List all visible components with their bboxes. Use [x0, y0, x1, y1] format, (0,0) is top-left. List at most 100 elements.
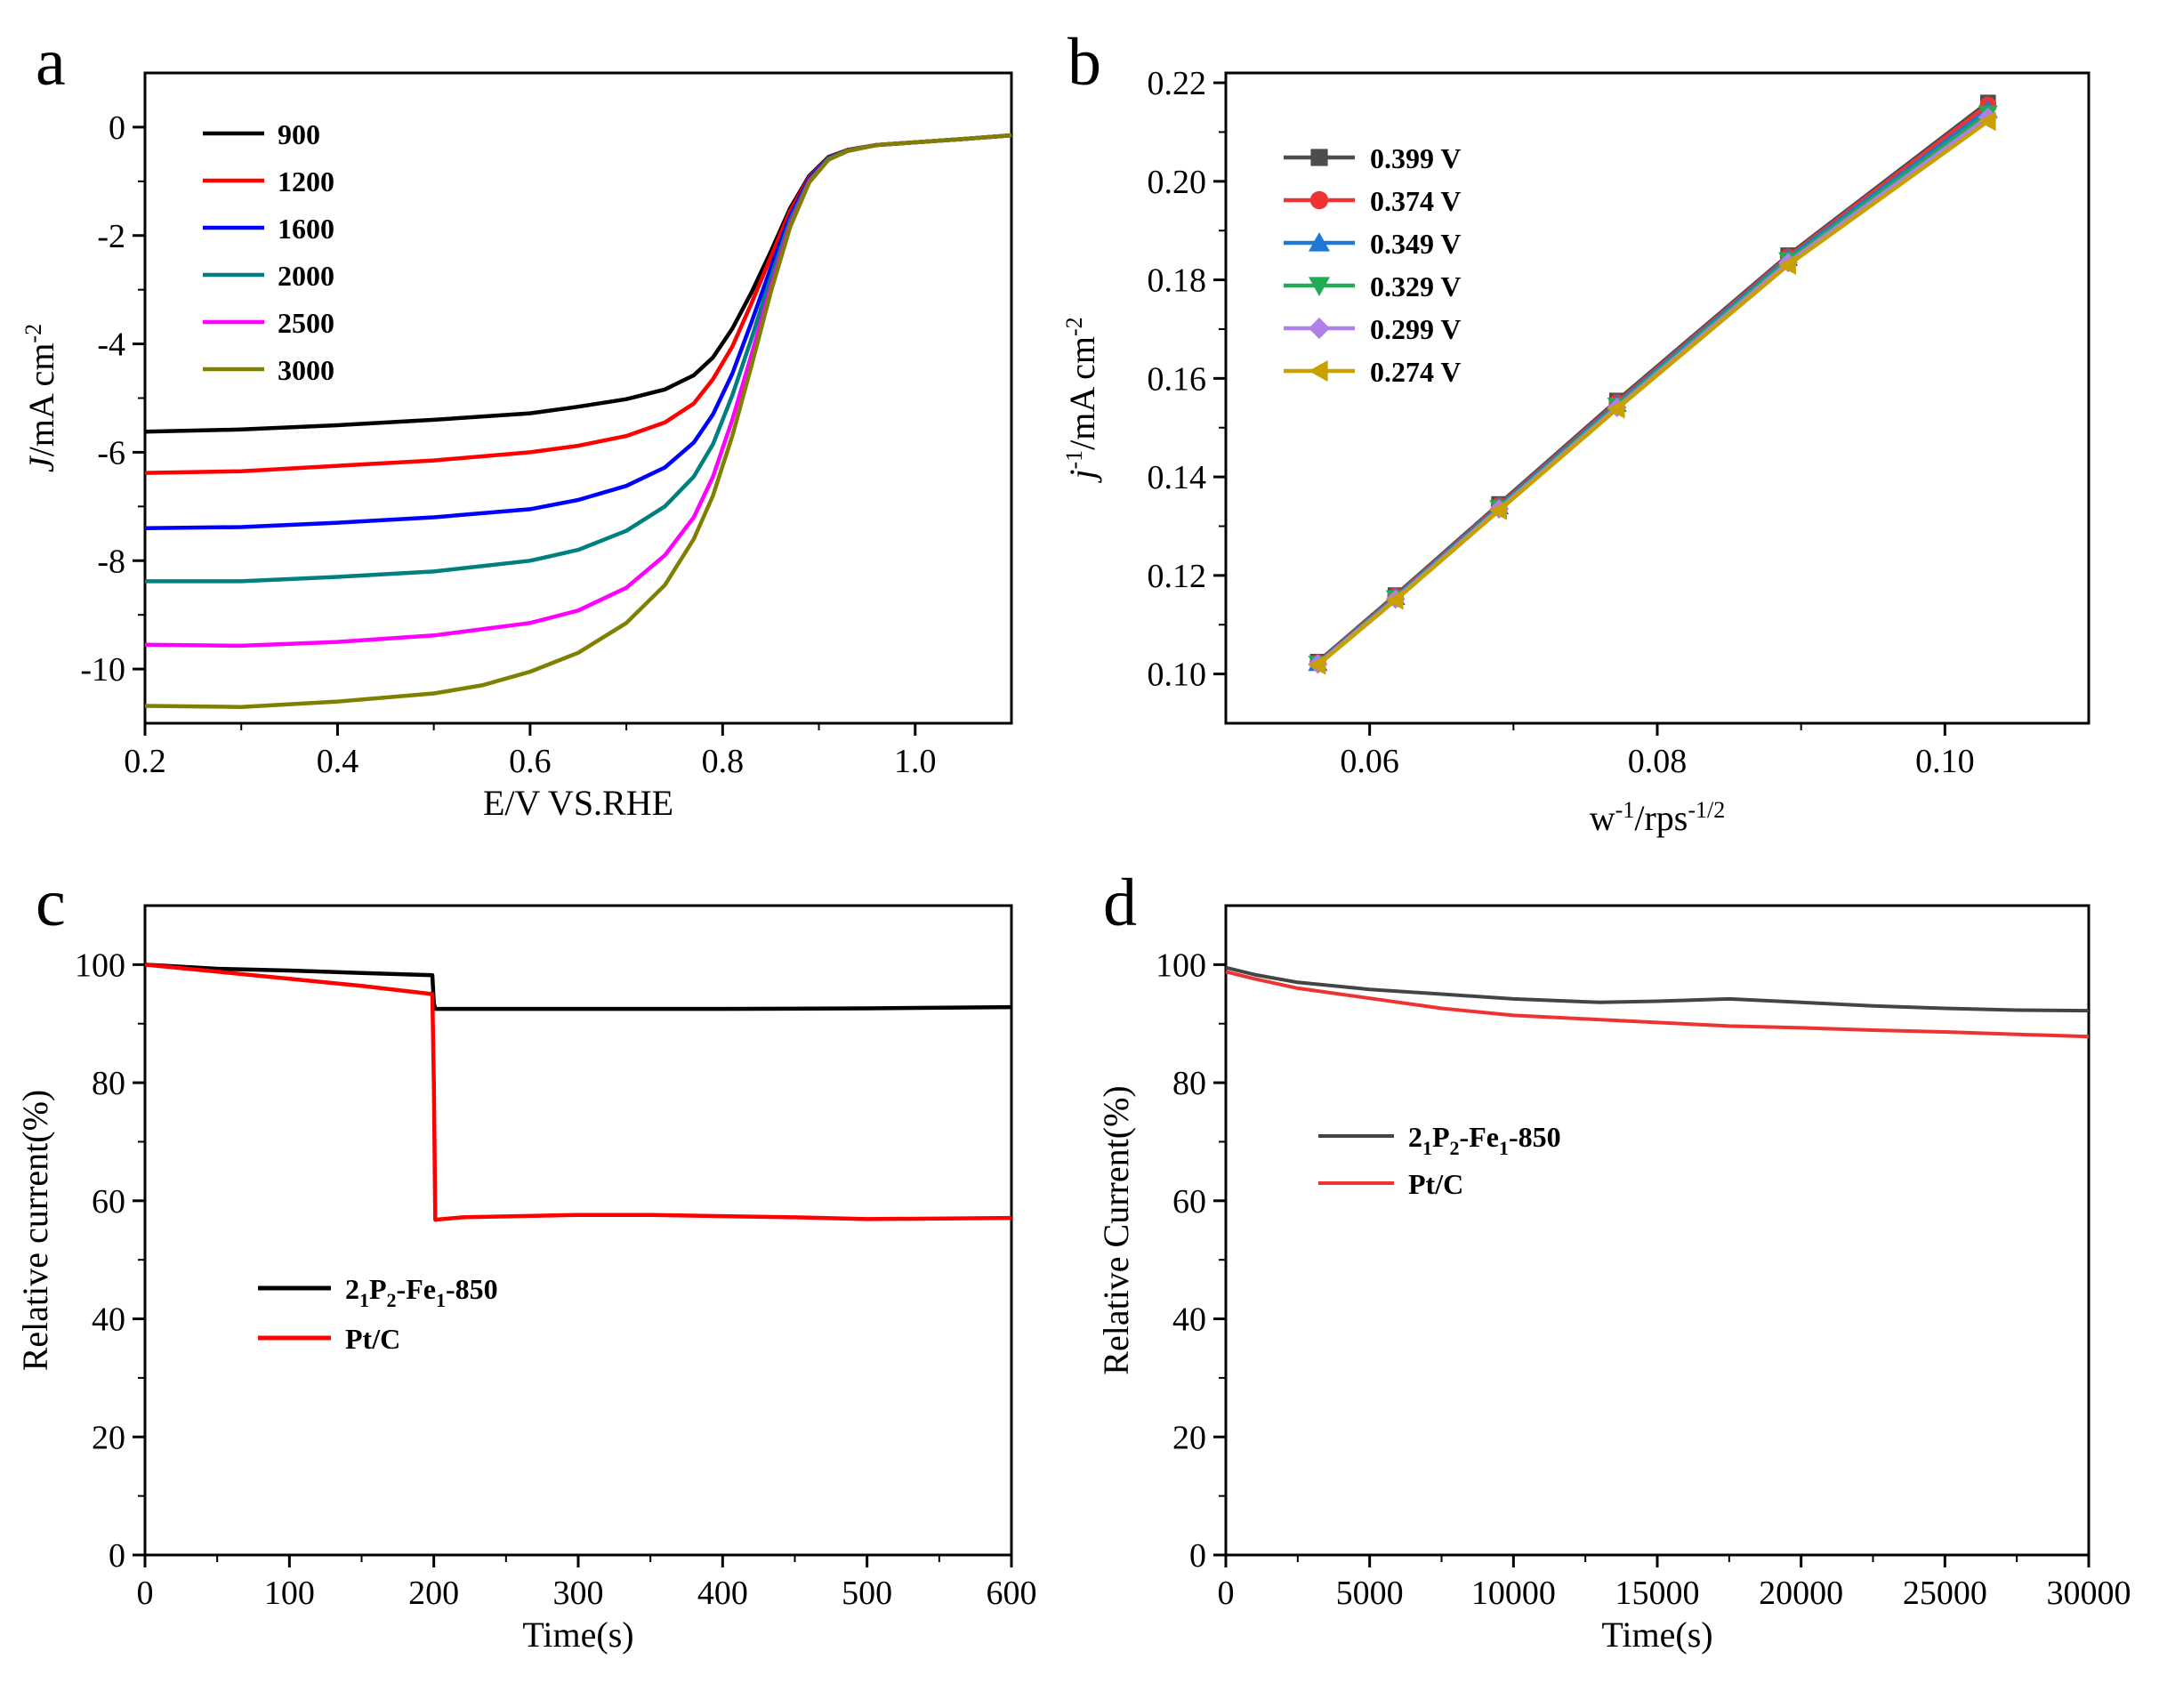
x-tick-label: 20000	[1759, 1575, 1843, 1612]
y-tick-label: 20	[1172, 1419, 1206, 1456]
y-tick-label: 0	[109, 109, 125, 147]
legend-label-part: -Fe	[1460, 1121, 1499, 1153]
plot-frame	[143, 71, 1013, 725]
y-tick-label: -4	[97, 326, 125, 364]
x-tick-label: 0	[137, 1575, 154, 1612]
x-tick-label: 0.06	[1340, 743, 1399, 780]
x-axis-label: Time(s)	[1601, 1615, 1712, 1655]
series-line	[144, 133, 1012, 434]
x-tick-label: 0	[1218, 1575, 1235, 1612]
plot-frame	[1224, 71, 2091, 725]
x-tick-label: 0.08	[1628, 743, 1688, 780]
legend-label-part: P	[1432, 1121, 1450, 1153]
x-tick-label: 1.0	[894, 743, 937, 780]
marker-square	[1310, 149, 1328, 166]
series-line	[144, 133, 1012, 649]
y-tick-label: 100	[75, 947, 125, 984]
legend-label-part: -850	[1509, 1121, 1561, 1153]
x-tick-label: 0.6	[509, 743, 552, 780]
x-tick-label: 0.2	[124, 743, 166, 780]
x-tick-label: 600	[987, 1575, 1037, 1612]
x-tick-label: 0.8	[702, 743, 745, 780]
legend-label: 2500	[278, 307, 334, 339]
legend-label: 0.374 V	[1370, 185, 1462, 217]
marker-triangle-left	[1385, 590, 1404, 610]
x-axis-label: Time(s)	[522, 1615, 633, 1655]
x-tick-label: 5000	[1336, 1575, 1404, 1612]
y-label-exponent: -2	[20, 324, 46, 343]
marker-triangle-left	[1308, 655, 1326, 675]
panel-b: b 0.06 0.08 0.10 0.10 0.12 0.14 0.16 0.18 0.20 0.2…	[1061, 25, 2091, 838]
y-tick-label: 0.12	[1148, 558, 1207, 595]
legend-label-part: Pt/C	[1408, 1168, 1463, 1200]
x-tick-label: 400	[697, 1575, 748, 1612]
marker-circle	[1309, 190, 1329, 210]
y-tick-label: 80	[92, 1065, 125, 1102]
x-tick-label: 500	[842, 1575, 892, 1612]
legend-label: Pt/C	[345, 1323, 400, 1355]
legend-label-part: P	[369, 1273, 387, 1305]
x-label-exponent: -1	[1615, 797, 1635, 823]
y-tick-label: 0.14	[1148, 459, 1207, 496]
legend-label: 0.299 V	[1370, 313, 1462, 345]
x-tick-label: 100	[264, 1575, 315, 1612]
x-tick-label: 30000	[2047, 1575, 2131, 1612]
marker-triangle-up	[1309, 232, 1330, 252]
x-tick-label: 15000	[1615, 1575, 1700, 1612]
series-line	[144, 133, 1012, 475]
x-tick-label: 0.4	[317, 743, 359, 780]
y-tick-label: 40	[1172, 1301, 1206, 1339]
y-tick-label: 20	[92, 1419, 125, 1456]
y-tick-label: 60	[1172, 1183, 1206, 1221]
marker-triangle-left	[1309, 360, 1328, 382]
legend-label-part: Pt/C	[345, 1323, 400, 1355]
y-tick-label: 0.16	[1148, 360, 1207, 398]
plot-frame	[143, 904, 1013, 1557]
legend-label-subscript: 2	[1450, 1137, 1460, 1159]
legend-label: 0.349 V	[1370, 228, 1462, 260]
marker-triangle-left	[1978, 111, 1996, 132]
legend-label-part: -850	[446, 1273, 498, 1305]
y-label-symbol: J	[21, 455, 61, 472]
y-tick-label: 0	[1189, 1537, 1206, 1575]
marker-triangle-left	[1607, 399, 1625, 419]
y-axis-label: J/mA cm-2	[20, 324, 61, 472]
legend-label: 3000	[278, 354, 334, 386]
y-tick-label: 60	[92, 1183, 125, 1221]
x-axis-label: E/V VS.RHE	[483, 783, 673, 823]
y-tick-label: 40	[92, 1301, 125, 1339]
legend-label: 900	[278, 118, 320, 150]
panel-c: c 0 100 200 300 400 500 600 0 20 40 60 80 100 Time(s) R…	[15, 866, 1037, 1655]
x-tick-label: 200	[408, 1575, 459, 1612]
series-line	[144, 133, 1012, 709]
legend-label: 0.274 V	[1370, 356, 1462, 388]
x-tick-label: 10000	[1471, 1575, 1556, 1612]
panel-letter: d	[1103, 866, 1137, 940]
legend-label: 1200	[278, 165, 334, 197]
y-label-exponent: -1	[1061, 450, 1087, 470]
y-axis-label: Relative current(%)	[15, 1090, 55, 1372]
y-tick-label: 100	[1156, 947, 1206, 984]
x-tick-label: 0.10	[1915, 743, 1975, 780]
y-tick-label: 0.22	[1148, 65, 1207, 102]
y-tick-label: 0.10	[1148, 657, 1207, 694]
legend-label-part: 2	[1408, 1121, 1422, 1153]
legend-label-subscript: 1	[436, 1289, 446, 1311]
y-tick-label: -6	[97, 434, 125, 471]
legend-label-part: 2	[345, 1273, 359, 1305]
legend-label-part: -Fe	[397, 1273, 436, 1305]
panel-a: a 0.2 0.4 0.6 0.8 1.0 -10 -8 -6 -4 -2 0 E/V VS.RHE J/…	[20, 25, 1013, 823]
legend-label: 21P2-Fe1-850	[345, 1273, 498, 1311]
y-tick-label: -2	[97, 218, 125, 255]
panel-d: d 0 5000 10000 15000 20000 25000 30000 0 20 40 60 80…	[1096, 866, 2131, 1655]
y-tick-label: 0.18	[1148, 262, 1207, 300]
x-label-exponent: -1/2	[1688, 797, 1725, 823]
legend-label: Pt/C	[1408, 1168, 1463, 1200]
legend-label-subscript: 1	[359, 1289, 369, 1311]
y-tick-label: -10	[80, 651, 125, 689]
marker-triangle-down	[1309, 277, 1330, 296]
series-line	[1225, 965, 2090, 1013]
x-label-symbol: w	[1590, 798, 1615, 838]
panel-letter: a	[36, 25, 66, 100]
